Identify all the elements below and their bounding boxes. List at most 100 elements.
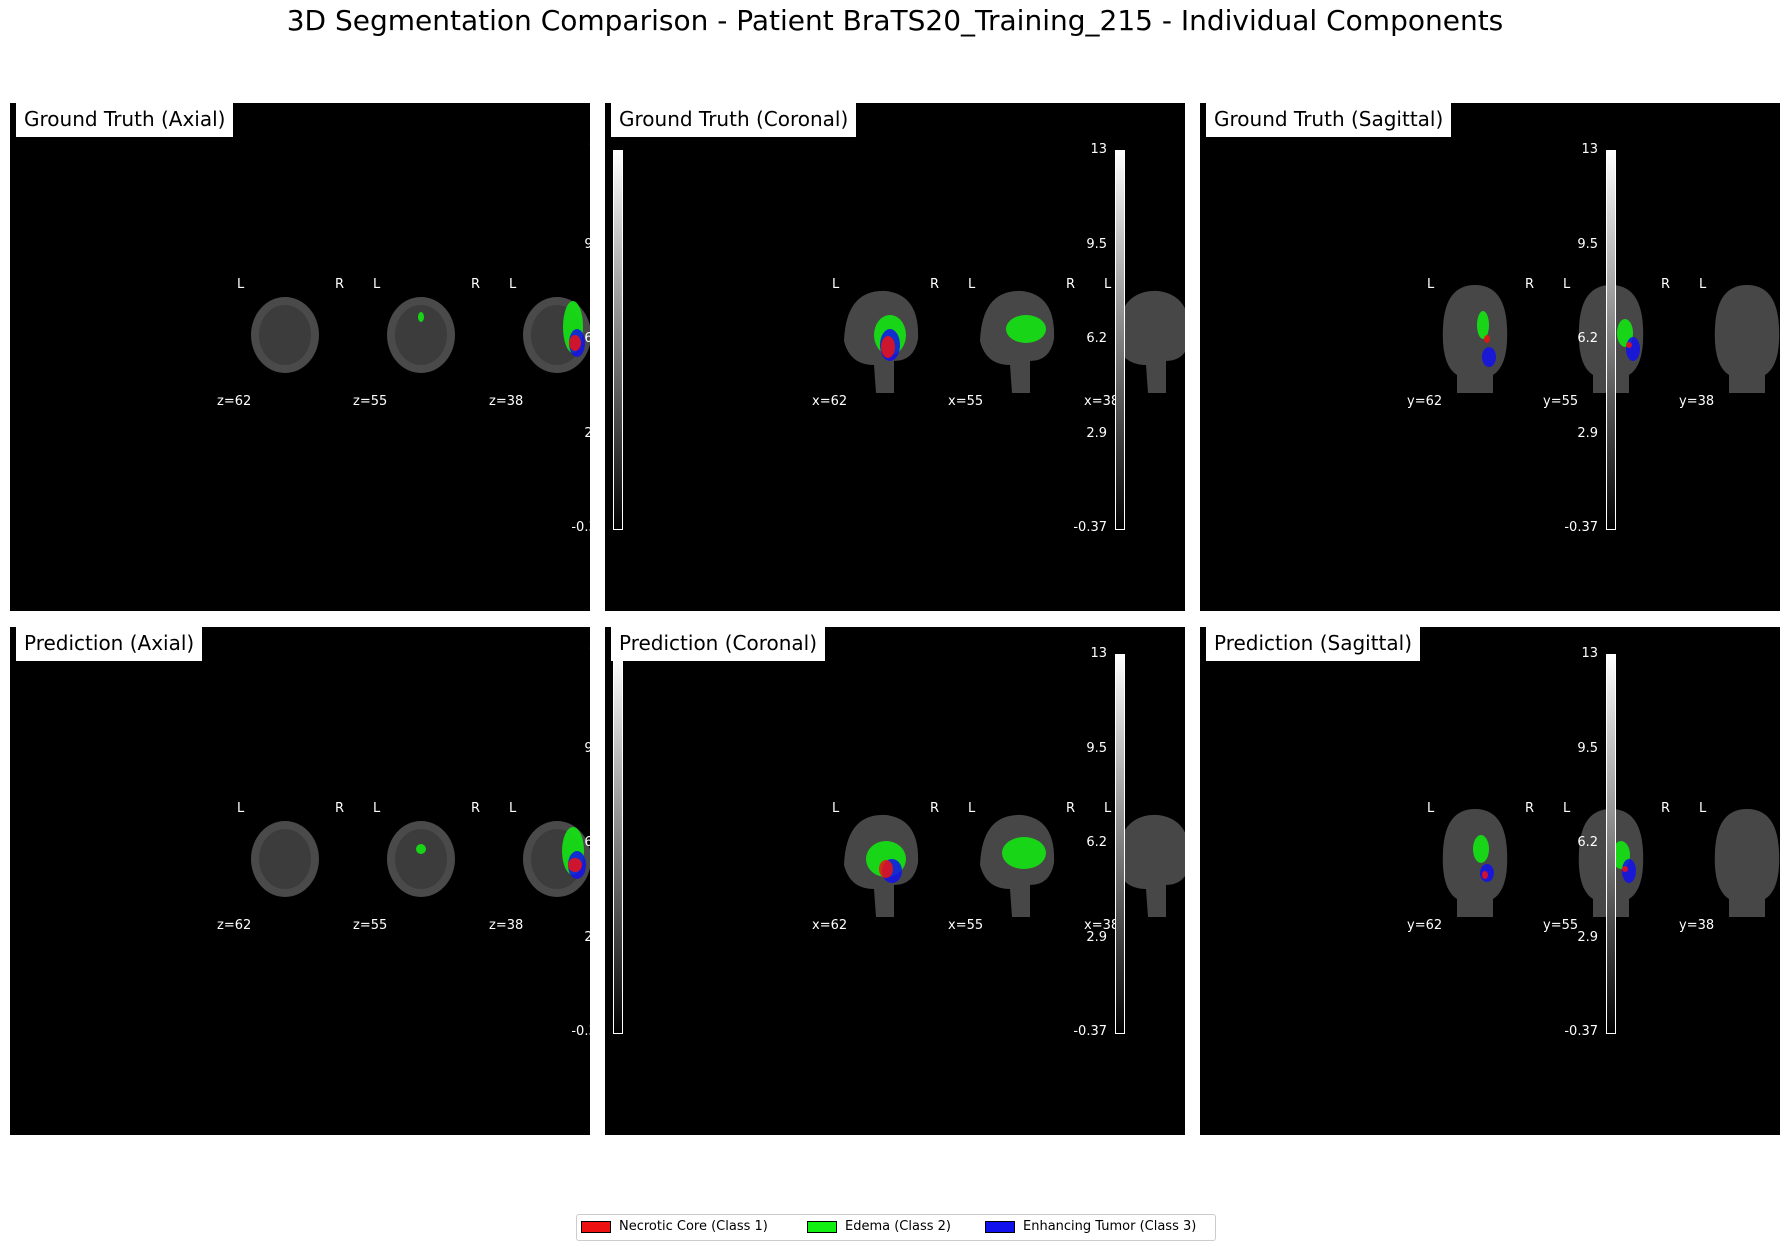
colorbar-tick-label: -0.37 — [571, 520, 605, 535]
slice-label: y=38 — [1679, 918, 1714, 933]
colorbar-tick-label: 9.5 — [584, 236, 605, 252]
brain-tissue — [980, 290, 1055, 393]
colorbar-tick-label: 6.2 — [1086, 835, 1107, 850]
brain-tissue — [1442, 809, 1508, 917]
legend-item-edema: Edema (Class 2) — [807, 1219, 951, 1234]
panel-gap-fill — [590, 270, 604, 400]
brain-tissue — [980, 814, 1055, 917]
brain-tissue-inner — [395, 305, 447, 365]
slice-label: x=55 — [948, 394, 983, 409]
panel-title: Prediction (Axial) — [16, 627, 203, 661]
segmentation-overlay — [1626, 337, 1640, 361]
segmentation-overlay — [1617, 319, 1633, 347]
slice-label: z=38 — [489, 394, 523, 409]
segmentation-overlay — [1473, 835, 1489, 863]
left-marker: L — [1699, 277, 1707, 292]
brain-slice — [387, 821, 455, 897]
colorbar-tick-label: 2.9 — [1086, 425, 1107, 441]
colorbar-tick-label: 13 — [588, 646, 605, 661]
panel-title: Ground Truth (Axial) — [16, 103, 234, 137]
segmentation-overlay — [866, 841, 906, 877]
segmentation-overlay — [1626, 342, 1632, 348]
slice-label: z=55 — [353, 394, 387, 409]
right-marker: R — [1525, 801, 1534, 816]
segmentation-overlay — [568, 851, 586, 879]
legend-item-enhancing: Enhancing Tumor (Class 3) — [985, 1219, 1196, 1234]
panel-title: Ground Truth (Coronal) — [611, 103, 857, 137]
colorbar-tick-label: -0.37 — [1073, 1024, 1107, 1039]
segmentation-overlay — [568, 858, 582, 872]
brain-tissue — [1116, 290, 1185, 393]
legend-item-necrotic: Necrotic Core (Class 1) — [581, 1219, 768, 1234]
brain-slice — [844, 290, 919, 393]
left-marker: L — [1427, 277, 1435, 292]
colorbar-tick-label: 9.5 — [584, 740, 605, 756]
colorbar-tick-label: 6.2 — [1577, 835, 1598, 850]
left-marker: L — [1563, 277, 1571, 292]
colorbar-tick-label: 13 — [1581, 142, 1598, 157]
brain-tissue-inner — [259, 305, 311, 365]
slice-label: z=62 — [217, 394, 251, 409]
left-marker: L — [832, 801, 840, 816]
colorbar — [613, 150, 623, 530]
colorbar — [1606, 150, 1616, 530]
left-marker: L — [1699, 801, 1707, 816]
colorbar-tick-label: -0.37 — [1564, 520, 1598, 535]
colorbar-tick-label: 6.2 — [1577, 331, 1598, 346]
colorbar — [1115, 150, 1125, 530]
left-marker: L — [968, 277, 976, 292]
brain-slice — [251, 821, 319, 897]
brain-tissue — [523, 821, 590, 897]
slice-label: y=38 — [1679, 394, 1714, 409]
colorbar-tick-label: 9.5 — [1577, 236, 1598, 252]
segmentation-overlay — [882, 859, 902, 883]
segmentation-overlay — [1484, 335, 1490, 343]
brain-tissue — [1116, 814, 1185, 917]
slice-label: z=38 — [489, 918, 523, 933]
brain-tissue — [387, 297, 455, 373]
segmentation-overlay — [1622, 866, 1628, 872]
colorbar — [1606, 654, 1616, 1034]
panel-title: Prediction (Sagittal) — [1206, 627, 1421, 661]
right-marker: R — [1066, 277, 1075, 292]
left-marker: L — [1104, 801, 1112, 816]
segmentation-overlay — [1002, 837, 1046, 869]
right-marker: R — [471, 277, 480, 292]
left-marker: L — [373, 801, 381, 816]
colorbar — [613, 654, 623, 1034]
segmentation-overlay — [1482, 347, 1496, 367]
right-marker: R — [1661, 277, 1670, 292]
panel-title: Ground Truth (Sagittal) — [1206, 103, 1452, 137]
colorbar-tick-label: 13 — [1581, 646, 1598, 661]
brain-tissue — [844, 290, 919, 393]
brain-tissue — [251, 821, 319, 897]
brain-tissue — [387, 821, 455, 897]
slice-label: x=62 — [812, 918, 847, 933]
colorbar-tick-label: 9.5 — [1086, 740, 1107, 756]
brain-tissue — [251, 297, 319, 373]
colorbar-tick-label: 2.9 — [584, 425, 605, 441]
legend-label: Necrotic Core (Class 1) — [619, 1219, 768, 1234]
left-marker: L — [1104, 277, 1112, 292]
edema-swatch-icon — [807, 1220, 837, 1233]
colorbar-tick-label: -0.37 — [571, 1024, 605, 1039]
brain-slice — [1714, 809, 1780, 917]
brain-tissue-inner — [395, 829, 447, 889]
slice-label: y=62 — [1407, 918, 1442, 933]
right-marker: R — [1661, 801, 1670, 816]
brain-tissue — [844, 814, 919, 917]
brain-tissue — [1442, 285, 1508, 393]
left-marker: L — [509, 801, 517, 816]
colorbar-tick-label: 2.9 — [1577, 425, 1598, 441]
colorbar-tick-label: 13 — [588, 142, 605, 157]
brain-tissue-inner — [259, 829, 311, 889]
colorbar-tick-label: -0.37 — [1564, 1024, 1598, 1039]
colorbar — [1115, 654, 1125, 1034]
segmentation-overlay — [1622, 859, 1636, 883]
